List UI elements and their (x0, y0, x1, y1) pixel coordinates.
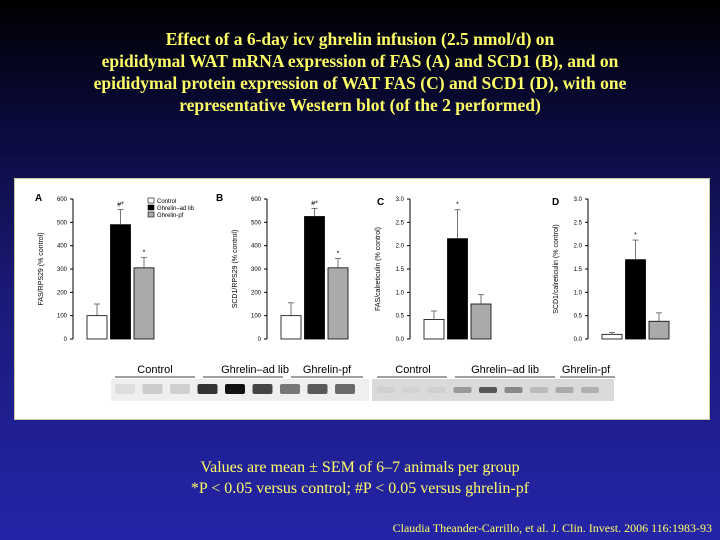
y-axis-label: FAS/RPS29 (% control) (38, 232, 45, 305)
y-axis-label: SCD1/RPS29 (% control) (232, 230, 239, 309)
blot-band (530, 387, 548, 393)
bar-a-2 (110, 224, 131, 340)
bar-d-1 (601, 333, 623, 340)
blot-band (504, 387, 523, 393)
y-tick-label: 200 (251, 290, 262, 296)
y-tick-label: 2.0 (396, 244, 405, 250)
note-significance: *P < 0.05 versus control; #P < 0.05 vers… (190, 480, 530, 497)
y-tick-label: 1.0 (396, 290, 405, 296)
legend-swatch (147, 204, 155, 211)
blot-band (115, 384, 135, 394)
title-line: epididymal protein expression of WAT FAS… (93, 73, 627, 93)
title-line: epididymal WAT mRNA expression of FAS (A… (101, 51, 619, 71)
y-tick-label: 1.0 (574, 290, 583, 296)
significance-mark: * (337, 251, 340, 258)
y-tick-label: 400 (57, 244, 68, 250)
bar-d-2 (625, 259, 646, 340)
significance-mark: * (634, 232, 637, 239)
significance-mark: * (143, 249, 146, 256)
bar-a-3 (133, 267, 155, 340)
bar-a-1 (86, 315, 108, 340)
blot-label: Control (137, 364, 172, 376)
significance-mark: #* (117, 202, 124, 209)
significance-mark: * (456, 202, 459, 209)
blot-band (142, 384, 163, 394)
y-tick-label: 300 (251, 267, 262, 273)
y-axis-label: FAS/calreticulin (% control) (375, 227, 382, 311)
legend-label: Ghrelin–ad lib (157, 206, 195, 212)
legend-swatch (147, 211, 155, 218)
blot-band (428, 387, 446, 393)
citation: Claudia Theander-Carrillo, et al. J. Cli… (392, 521, 712, 535)
blot-label: Ghrelin-pf (562, 364, 611, 376)
note-mean-sem: Values are mean ± SEM of 6–7 animals per… (200, 459, 520, 476)
blot-band (377, 387, 395, 393)
y-tick-label: 200 (57, 290, 68, 296)
blot-band (307, 384, 328, 394)
y-tick-label: 2.5 (574, 220, 583, 226)
y-tick-label: 500 (251, 220, 262, 226)
y-tick-label: 100 (251, 314, 262, 320)
y-axis-label: SCD1/calreticulin (% control) (553, 224, 560, 313)
blot-band (225, 384, 245, 394)
blot-band (479, 387, 497, 393)
y-tick-label: 600 (57, 197, 68, 203)
panel-letter: D (552, 197, 559, 208)
blot-band (335, 384, 355, 394)
bar-b-1 (280, 315, 302, 340)
bar-c-2 (447, 238, 468, 340)
blot-label: Control (395, 364, 430, 376)
blot-band (197, 384, 218, 394)
figure-notes: Values are mean ± SEM of 6–7 animals per… (0, 457, 720, 499)
bar-b-2 (304, 216, 325, 340)
bar-d-3 (648, 320, 670, 340)
y-tick-label: 0.0 (574, 337, 583, 343)
blot-label: Ghrelin–ad lib (221, 364, 289, 376)
slide-title: Effect of a 6-day icv ghrelin infusion (… (10, 28, 710, 116)
panel-letter: B (216, 193, 223, 204)
y-tick-label: 600 (251, 197, 262, 203)
panel-letter: C (377, 197, 384, 208)
y-tick-label: 2.0 (574, 244, 583, 250)
bar-c-1 (423, 318, 445, 340)
y-tick-label: 1.5 (574, 267, 583, 273)
blot-label: Ghrelin-pf (303, 364, 352, 376)
y-tick-label: 300 (57, 267, 68, 273)
legend-swatch (147, 197, 155, 204)
legend-label: Control (157, 199, 176, 205)
title-line: Effect of a 6-day icv ghrelin infusion (… (165, 29, 555, 49)
y-tick-label: 100 (57, 314, 68, 320)
title-line: representative Western blot (of the 2 pe… (179, 95, 541, 115)
bar-b-3 (327, 267, 349, 340)
y-tick-label: 1.5 (396, 267, 405, 273)
y-tick-label: 2.5 (396, 220, 405, 226)
y-tick-label: 0 (258, 337, 262, 343)
y-tick-label: 0 (64, 337, 68, 343)
figure-panel: A 0 100 200 300 400 500 600 FAS/RPS29 (% control… (14, 178, 710, 420)
blot-band (402, 387, 421, 393)
blot-band (581, 387, 599, 393)
legend-label: Ghrelin-pf (157, 213, 184, 219)
y-tick-label: 500 (57, 220, 68, 226)
blot-band (280, 384, 300, 394)
blot-band (555, 387, 574, 393)
blot-label: Ghrelin–ad lib (471, 364, 539, 376)
y-tick-label: 3.0 (396, 197, 405, 203)
blot-band (453, 387, 472, 393)
y-tick-label: 400 (251, 244, 262, 250)
significance-mark: #* (311, 200, 318, 207)
y-tick-label: 3.0 (574, 197, 583, 203)
figure-svg: A 0 100 200 300 400 500 600 FAS/RPS29 (% control… (35, 193, 670, 401)
bar-c-3 (470, 303, 492, 340)
panel-letter: A (35, 193, 42, 204)
y-tick-label: 0.5 (396, 314, 405, 320)
blot-band (252, 384, 273, 394)
y-tick-label: 0.0 (396, 337, 405, 343)
blot-band (170, 384, 190, 394)
y-tick-label: 0.5 (574, 314, 583, 320)
